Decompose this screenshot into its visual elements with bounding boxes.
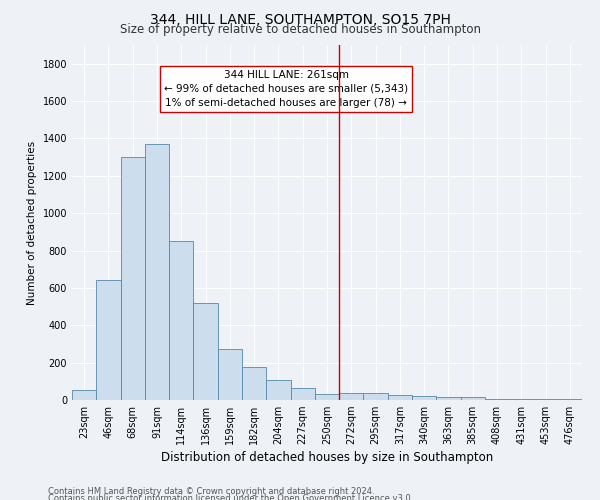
Bar — [145, 144, 169, 400]
Text: Size of property relative to detached houses in Southampton: Size of property relative to detached ho… — [119, 24, 481, 36]
Bar — [72, 390, 96, 400]
Bar — [533, 398, 558, 400]
Bar — [412, 396, 436, 400]
Bar — [242, 368, 266, 400]
Bar — [509, 398, 533, 400]
Bar — [558, 398, 582, 400]
Text: 344, HILL LANE, SOUTHAMPTON, SO15 7PH: 344, HILL LANE, SOUTHAMPTON, SO15 7PH — [149, 12, 451, 26]
Bar — [364, 394, 388, 400]
Bar — [388, 396, 412, 400]
Text: Contains public sector information licensed under the Open Government Licence v3: Contains public sector information licen… — [48, 494, 413, 500]
X-axis label: Distribution of detached houses by size in Southampton: Distribution of detached houses by size … — [161, 452, 493, 464]
Bar — [290, 388, 315, 400]
Bar — [96, 280, 121, 400]
Bar — [461, 397, 485, 400]
Bar — [485, 398, 509, 400]
Bar — [218, 348, 242, 400]
Bar — [436, 397, 461, 400]
Bar — [315, 394, 339, 400]
Bar — [121, 157, 145, 400]
Text: 344 HILL LANE: 261sqm
← 99% of detached houses are smaller (5,343)
1% of semi-de: 344 HILL LANE: 261sqm ← 99% of detached … — [164, 70, 408, 108]
Y-axis label: Number of detached properties: Number of detached properties — [27, 140, 37, 304]
Text: Contains HM Land Registry data © Crown copyright and database right 2024.: Contains HM Land Registry data © Crown c… — [48, 488, 374, 496]
Bar — [193, 303, 218, 400]
Bar — [339, 394, 364, 400]
Bar — [266, 380, 290, 400]
Bar — [169, 241, 193, 400]
